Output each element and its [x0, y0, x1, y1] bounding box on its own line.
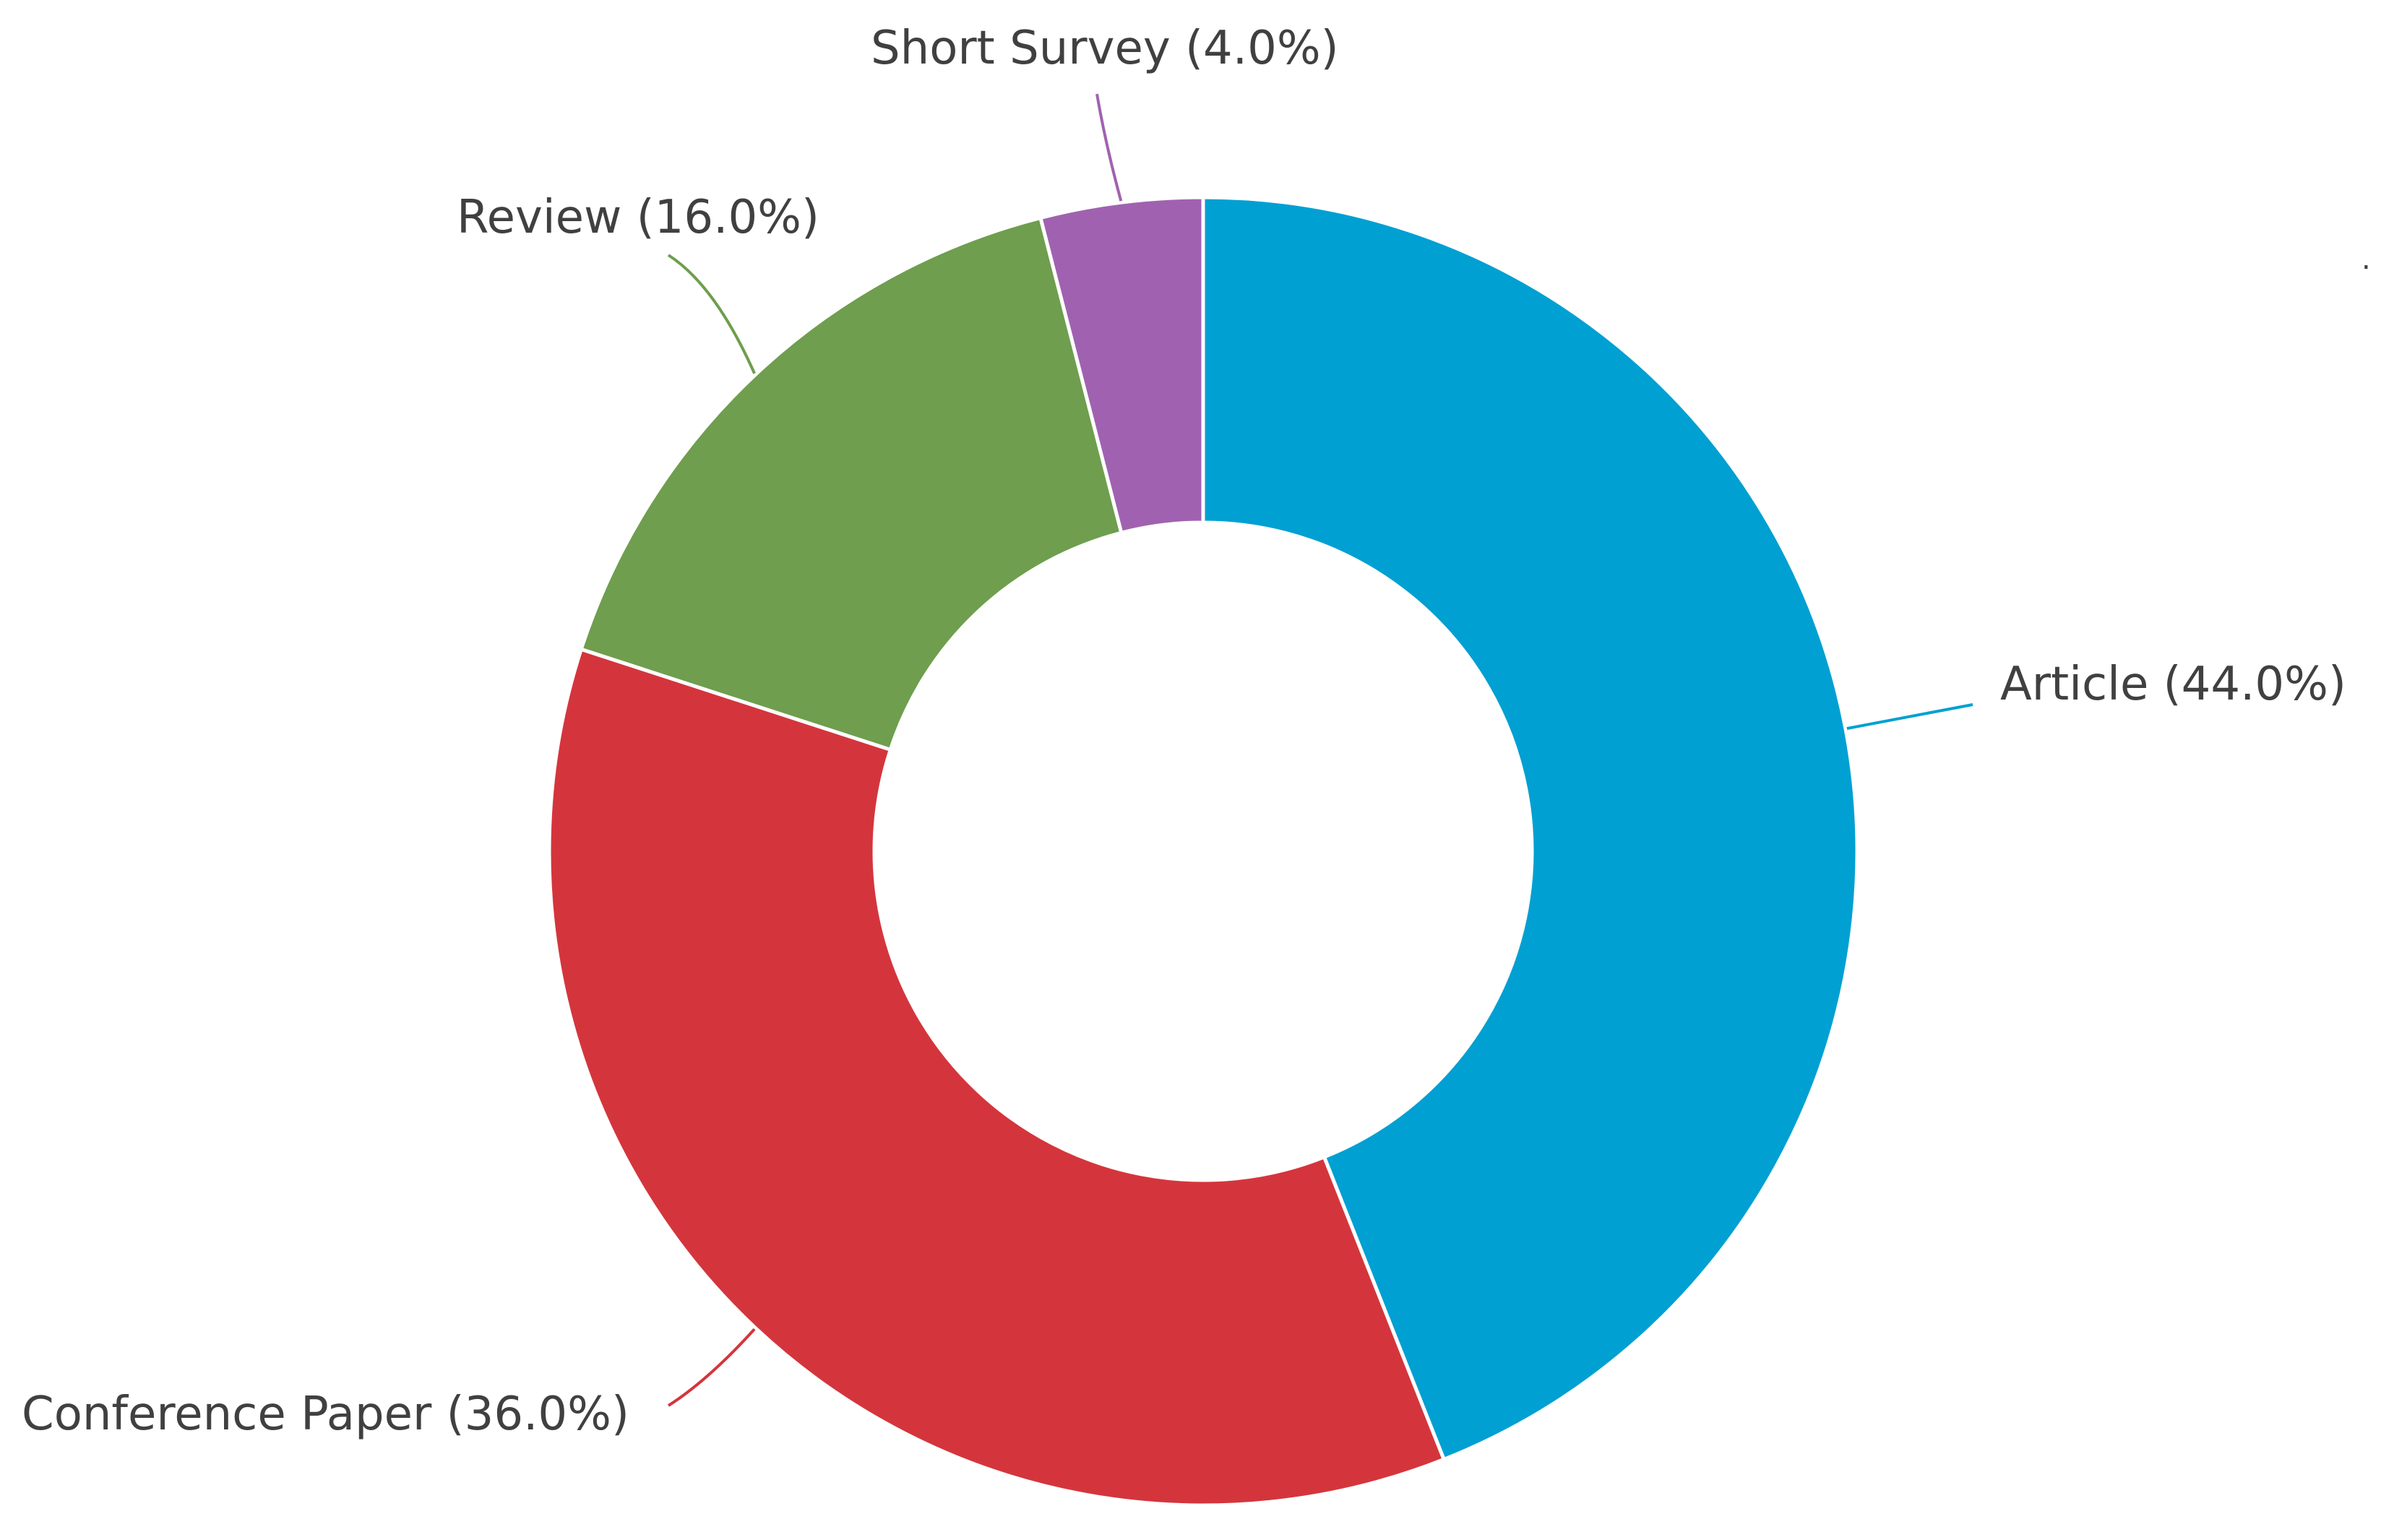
slice-label-review: Review (16.0%)	[457, 191, 819, 244]
slice-label-article: Article (44.0%)	[2000, 658, 2346, 711]
leader-lines	[667, 93, 1973, 1407]
donut-slices	[547, 195, 1859, 1507]
slice-short-survey	[1038, 195, 1205, 535]
slice-review	[579, 215, 1124, 752]
leader-line-article	[1846, 703, 1973, 731]
slice-labels: Article (44.0%) Conference Paper (36.0%) R…	[22, 22, 2346, 1441]
leader-line-short-survey	[1095, 93, 1123, 202]
leader-line-conference-paper	[667, 1328, 756, 1407]
stray-dot: .	[2361, 243, 2371, 276]
slice-conference-paper	[547, 647, 1447, 1507]
slice-article	[1201, 195, 1859, 1462]
slice-label-short-survey: Short Survey (4.0%)	[871, 22, 1339, 75]
leader-line-review	[667, 254, 756, 374]
slice-label-conference-paper: Conference Paper (36.0%)	[22, 1388, 629, 1441]
